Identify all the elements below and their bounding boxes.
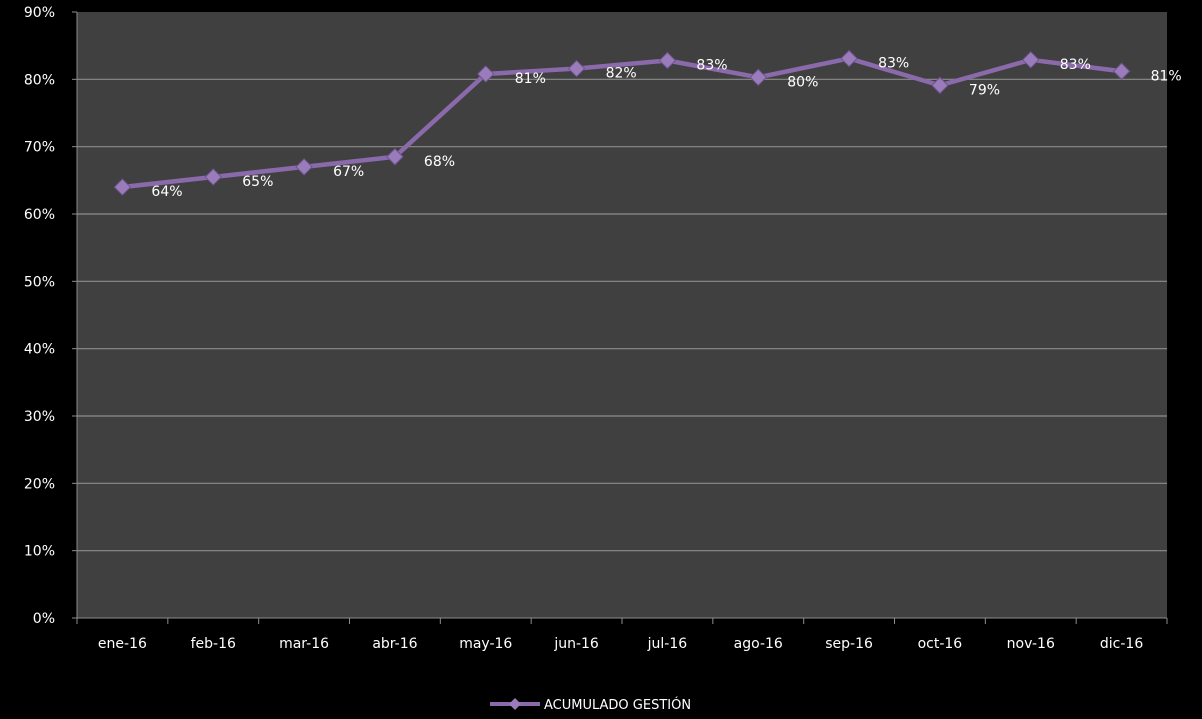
- gridlines: [72, 11, 1167, 619]
- data-label: 82%: [606, 66, 637, 82]
- legend: ACUMULADO GESTIÓN: [490, 697, 691, 713]
- plot-area: [77, 12, 1167, 618]
- data-label: 64%: [151, 184, 182, 200]
- data-point: [749, 68, 767, 87]
- y-tick-label: 40%: [24, 342, 55, 358]
- data-point: [840, 49, 858, 68]
- data-point: [931, 76, 949, 95]
- legend-marker-swatch: [509, 698, 521, 710]
- y-tick-label: 0%: [33, 611, 55, 627]
- x-tick-label: ago-16: [734, 636, 783, 652]
- data-label: 65%: [242, 174, 273, 190]
- data-point: [1022, 51, 1040, 69]
- data-point: [204, 168, 222, 186]
- x-axis-tick-labels: ene-16 feb-16 mar-16 abr-16 may-16 jun-16 jul-…: [76, 618, 1168, 652]
- data-label: 79%: [969, 82, 1000, 98]
- x-tick-label: abr-16: [372, 636, 417, 652]
- series-line: [120, 56, 1124, 190]
- x-tick-label: sep-16: [825, 636, 873, 652]
- data-labels: 64% 65% 67% 68% 81% 82% 83% 80% 83% 79% 83% 81%: [151, 55, 1181, 200]
- y-tick-label: 80%: [24, 72, 55, 88]
- data-point: [658, 51, 677, 70]
- y-tick-label: 20%: [24, 476, 55, 492]
- series-layer: [113, 49, 1131, 196]
- y-tick-label: 30%: [24, 409, 55, 425]
- y-tick-label: 70%: [24, 140, 55, 156]
- y-tick-label: 60%: [24, 207, 55, 223]
- data-label: 83%: [878, 55, 909, 71]
- data-point: [1112, 62, 1131, 80]
- data-label: 81%: [1151, 68, 1182, 84]
- data-label: 67%: [333, 164, 364, 180]
- y-tick-label: 50%: [24, 274, 55, 290]
- data-label: 83%: [696, 57, 727, 73]
- y-tick-label: 90%: [24, 5, 55, 21]
- x-tick-label: jun-16: [553, 636, 599, 652]
- x-tick-label: jul-16: [647, 636, 688, 652]
- x-tick-label: nov-16: [1007, 636, 1055, 652]
- x-tick-label: dic-16: [1100, 636, 1143, 652]
- data-point: [113, 178, 132, 196]
- x-tick-label: may-16: [459, 636, 512, 652]
- x-tick-label: ene-16: [98, 636, 147, 652]
- data-point: [477, 65, 495, 83]
- y-axis-tick-labels: 0% 10% 20% 30% 40% 50% 60% 70% 80% 90%: [24, 5, 55, 627]
- data-point: [386, 148, 404, 166]
- x-tick-label: mar-16: [279, 636, 329, 652]
- data-label: 83%: [1060, 57, 1091, 73]
- data-label: 81%: [515, 71, 546, 87]
- legend-label: ACUMULADO GESTIÓN: [544, 697, 691, 713]
- x-tick-label: feb-16: [191, 636, 236, 652]
- data-point: [295, 158, 313, 176]
- data-point: [567, 59, 586, 78]
- data-label: 80%: [787, 74, 818, 90]
- x-tick-label: oct-16: [918, 636, 963, 652]
- y-tick-label: 10%: [24, 544, 55, 560]
- data-label: 68%: [424, 154, 455, 170]
